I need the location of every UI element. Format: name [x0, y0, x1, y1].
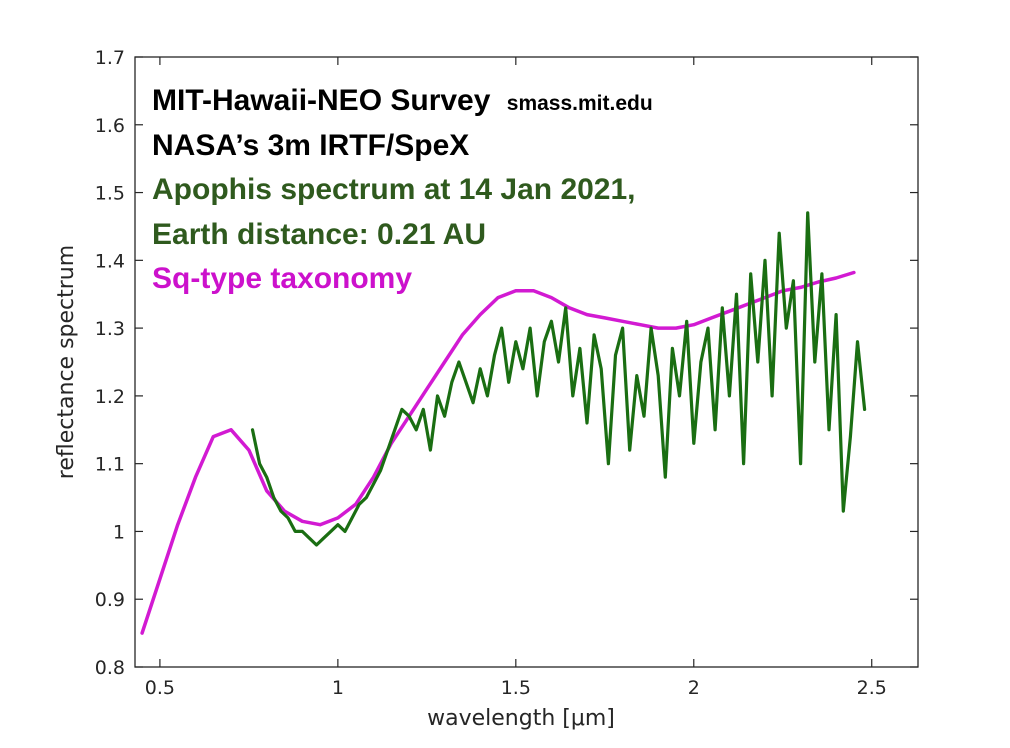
annotation-spectrum-date: Apophis spectrum at 14 Jan 2021, [152, 173, 636, 206]
y-axis-label: reflectance spectrum [54, 245, 79, 479]
annotation-survey: MIT-Hawaii-NEO Survey smass.mit.edu [152, 84, 653, 117]
x-tick-label: 2 [688, 677, 700, 699]
plot-area [134, 56, 919, 668]
y-tick-label: 1.2 [95, 386, 125, 408]
apophis-spectrum-line [250, 211, 867, 547]
series-layer [140, 211, 867, 635]
y-tick-label: 1.5 [95, 183, 125, 205]
y-tick-label: 1 [113, 521, 125, 543]
annotation-block: MIT-Hawaii-NEO Survey smass.mit.edu NASA… [152, 84, 653, 295]
annotation-earth-distance: Earth distance: 0.21 AU [152, 218, 486, 251]
x-tick-label: 1 [332, 677, 344, 699]
y-tick-label: 0.9 [95, 589, 125, 611]
annotation-survey-title: MIT-Hawaii-NEO Survey [152, 84, 491, 117]
y-tick-label: 1.1 [95, 454, 125, 476]
annotation-taxonomy: Sq-type taxonomy [152, 262, 412, 295]
x-tick-label: 1.5 [501, 677, 531, 699]
x-tick-label: 2.5 [857, 677, 887, 699]
y-tick-label: 1.7 [95, 47, 125, 69]
y-tick-label: 0.8 [95, 657, 125, 679]
annotation-survey-url: smass.mit.edu [507, 92, 653, 115]
x-tick-label: 0.5 [145, 677, 175, 699]
y-tick-label: 1.4 [95, 250, 125, 272]
y-tick-label: 1.3 [95, 318, 125, 340]
x-axis: 0.5 1 1.5 2 2.5 [145, 57, 887, 699]
plot-frame [134, 56, 919, 668]
y-tick-label: 1.6 [95, 115, 125, 137]
annotation-telescope: NASA’s 3m IRTF/SpeX [152, 129, 469, 162]
x-axis-label: wavelength [μm] [427, 706, 615, 731]
y-axis: 0.8 0.9 1 1.1 1.2 1.3 1.4 1.5 1.6 1.7 [95, 47, 918, 679]
